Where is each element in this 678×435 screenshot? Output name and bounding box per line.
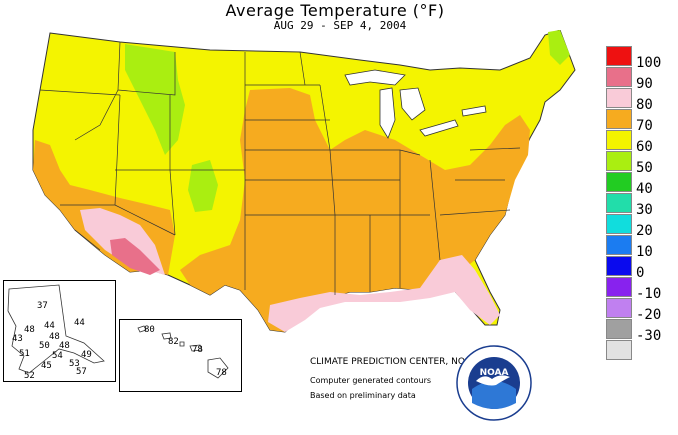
noaa-logo-text: NOAA <box>480 368 509 378</box>
legend-swatch <box>606 130 632 150</box>
alaska-value: 44 <box>44 321 55 331</box>
legend-swatch <box>606 340 632 360</box>
legend-label: -30 <box>636 328 662 344</box>
legend-label: 60 <box>636 139 653 155</box>
lake-michigan <box>379 87 396 139</box>
legend-label: -20 <box>636 307 662 323</box>
legend-item: -20 <box>606 298 678 323</box>
legend-item: 80 <box>606 88 678 113</box>
alaska-value: 37 <box>37 301 48 311</box>
legend-item: -30 <box>606 319 678 344</box>
lake-huron <box>399 87 426 121</box>
hawaii-islands <box>137 325 229 379</box>
legend-item <box>606 340 678 361</box>
alaska-outline <box>7 284 105 374</box>
legend-item: 20 <box>606 214 678 239</box>
legend-item: 0 <box>606 256 678 281</box>
alaska-value: 57 <box>76 367 87 377</box>
hawaii-value: 78 <box>192 345 203 355</box>
legend-item: 30 <box>606 193 678 218</box>
legend-item: 100 <box>606 46 678 71</box>
legend-swatch <box>606 151 632 171</box>
legend-swatch <box>606 277 632 297</box>
legend-swatch <box>606 46 632 66</box>
green-zone-colorado <box>188 160 218 212</box>
red-zone-arizona <box>110 238 160 275</box>
legend-swatch <box>606 298 632 318</box>
legend-item: 60 <box>606 130 678 155</box>
alaska-value: 50 <box>39 341 50 351</box>
legend-label: 0 <box>636 265 645 281</box>
legend-swatch <box>606 88 632 108</box>
legend-swatch <box>606 256 632 276</box>
alaska-value: 53 <box>69 359 80 369</box>
lake-superior <box>344 69 406 86</box>
alaska-value: 45 <box>41 361 52 371</box>
legend-swatch <box>606 172 632 192</box>
hawaii-inset: 80 82 78 78 <box>119 319 242 392</box>
legend-label: 50 <box>636 160 653 176</box>
legend-swatch <box>606 67 632 87</box>
credit-line-2: Computer generated contours <box>310 376 432 385</box>
alaska-value: 43 <box>12 334 23 344</box>
legend-item: 50 <box>606 151 678 176</box>
hawaii-value: 80 <box>144 325 155 335</box>
lake-erie <box>419 119 459 137</box>
pink-zone-gulf <box>268 255 500 332</box>
legend-item: 70 <box>606 109 678 134</box>
legend-swatch <box>606 214 632 234</box>
hawaii-value: 82 <box>168 337 179 347</box>
legend-swatch <box>606 319 632 339</box>
legend-label: 40 <box>636 181 653 197</box>
map-title: Average Temperature (°F) <box>225 1 445 20</box>
legend-label: -10 <box>636 286 662 302</box>
us-temperature-map <box>32 30 576 333</box>
legend-label: 30 <box>636 202 653 218</box>
alaska-value: 48 <box>49 332 60 342</box>
alaska-inset: 37 44 44 48 48 48 50 51 54 45 49 53 52 57 43 <box>3 280 116 382</box>
green-zone-maine <box>548 30 570 65</box>
alaska-value: 51 <box>19 349 30 359</box>
legend-item: 40 <box>606 172 678 197</box>
lake-ontario <box>461 105 487 117</box>
alaska-value: 52 <box>24 371 35 381</box>
legend-item: 10 <box>606 235 678 260</box>
hawaii-value: 78 <box>216 368 227 378</box>
legend-item: 90 <box>606 67 678 92</box>
alaska-value: 44 <box>74 318 85 328</box>
legend-label: 10 <box>636 244 653 260</box>
legend-label: 90 <box>636 76 653 92</box>
legend-item: -10 <box>606 277 678 302</box>
alaska-value: 54 <box>52 351 63 361</box>
legend-swatch <box>606 235 632 255</box>
state-borders <box>39 41 521 295</box>
legend-label: 20 <box>636 223 653 239</box>
map-subtitle: AUG 29 - SEP 4, 2004 <box>273 19 407 32</box>
legend-swatch <box>606 193 632 213</box>
legend-label: 100 <box>636 55 662 71</box>
noaa-logo-icon: NOAA <box>456 345 532 421</box>
credit-line-3: Based on preliminary data <box>310 391 416 400</box>
legend-label: 80 <box>636 97 653 113</box>
credit-line-1: CLIMATE PREDICTION CENTER, NOAA <box>310 357 478 367</box>
alaska-value: 49 <box>81 350 92 360</box>
alaska-value: 48 <box>24 325 35 335</box>
alaska-value: 48 <box>59 341 70 351</box>
legend-swatch <box>606 109 632 129</box>
legend-label: 70 <box>636 118 653 134</box>
